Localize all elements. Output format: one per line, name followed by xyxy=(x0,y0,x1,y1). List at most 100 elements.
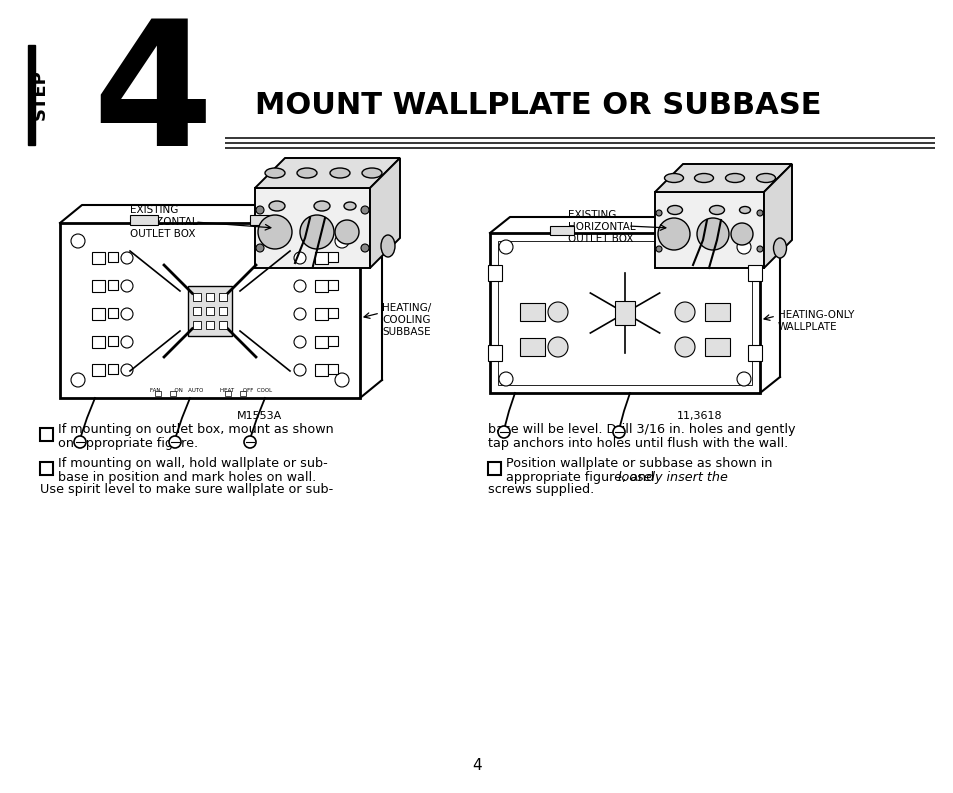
Circle shape xyxy=(257,215,292,249)
Circle shape xyxy=(360,244,369,252)
Circle shape xyxy=(656,210,661,216)
Circle shape xyxy=(74,436,86,448)
Bar xyxy=(250,215,277,225)
Bar xyxy=(328,280,337,290)
Circle shape xyxy=(547,302,567,322)
Text: OUTLET BOX: OUTLET BOX xyxy=(567,234,633,244)
Circle shape xyxy=(121,308,132,320)
Bar xyxy=(188,286,232,336)
Bar xyxy=(225,391,231,396)
Text: 4: 4 xyxy=(92,13,213,182)
Circle shape xyxy=(255,244,264,252)
Bar xyxy=(488,265,501,281)
Text: HORIZONTAL: HORIZONTAL xyxy=(567,222,635,232)
Bar xyxy=(497,241,751,385)
Bar xyxy=(108,364,118,374)
Text: 4: 4 xyxy=(472,757,481,772)
Circle shape xyxy=(294,364,306,376)
Bar xyxy=(704,303,729,321)
Text: base in position and mark holes on wall.: base in position and mark holes on wall. xyxy=(58,470,315,484)
Bar xyxy=(206,293,213,301)
Bar xyxy=(91,280,105,292)
Bar xyxy=(488,345,501,361)
Ellipse shape xyxy=(773,238,785,258)
Polygon shape xyxy=(370,158,399,268)
Text: MOUNT WALLPLATE OR SUBBASE: MOUNT WALLPLATE OR SUBBASE xyxy=(254,91,821,121)
Bar xyxy=(206,307,213,315)
Ellipse shape xyxy=(380,235,395,257)
Circle shape xyxy=(121,280,132,292)
Bar xyxy=(206,321,213,329)
Text: Use spirit level to make sure wallplate or sub-: Use spirit level to make sure wallplate … xyxy=(40,484,333,496)
Circle shape xyxy=(547,337,567,357)
Ellipse shape xyxy=(330,168,350,178)
Text: STEP: STEP xyxy=(30,70,49,121)
Bar xyxy=(108,252,118,262)
Circle shape xyxy=(169,436,181,448)
Text: M1553A: M1553A xyxy=(237,411,282,421)
Bar xyxy=(314,336,328,348)
Bar xyxy=(40,428,53,441)
Bar xyxy=(40,462,53,475)
Bar xyxy=(314,252,328,264)
Text: HORIZONTAL: HORIZONTAL xyxy=(130,217,197,227)
Bar xyxy=(108,280,118,290)
Bar xyxy=(219,293,227,301)
Ellipse shape xyxy=(694,174,713,182)
Circle shape xyxy=(737,372,750,386)
Bar xyxy=(219,307,227,315)
Text: WALLPLATE: WALLPLATE xyxy=(778,322,837,332)
Text: HEATING/: HEATING/ xyxy=(381,303,431,313)
Circle shape xyxy=(675,337,695,357)
Bar xyxy=(659,226,683,235)
Circle shape xyxy=(757,210,762,216)
Bar xyxy=(704,338,729,356)
Bar xyxy=(91,252,105,264)
Circle shape xyxy=(335,373,349,387)
Circle shape xyxy=(121,252,132,264)
Circle shape xyxy=(294,280,306,292)
Bar xyxy=(519,303,544,321)
Text: HEAT     OFF  COOL: HEAT OFF COOL xyxy=(220,388,272,393)
Text: HEATING-ONLY: HEATING-ONLY xyxy=(778,310,854,320)
Bar xyxy=(91,308,105,320)
Circle shape xyxy=(299,215,334,249)
Bar xyxy=(488,462,500,475)
Bar xyxy=(328,252,337,262)
Polygon shape xyxy=(655,192,763,268)
Bar xyxy=(314,280,328,292)
Ellipse shape xyxy=(667,205,681,214)
Circle shape xyxy=(71,373,85,387)
Text: 11,3618: 11,3618 xyxy=(677,411,722,421)
Bar xyxy=(91,364,105,376)
Bar xyxy=(170,391,175,396)
Bar xyxy=(615,301,635,325)
Bar xyxy=(193,307,201,315)
Polygon shape xyxy=(655,164,791,192)
Circle shape xyxy=(360,206,369,214)
Bar xyxy=(193,321,201,329)
Bar xyxy=(328,308,337,318)
Bar xyxy=(314,308,328,320)
Text: If mounting on wall, hold wallplate or sub-: If mounting on wall, hold wallplate or s… xyxy=(58,458,328,470)
Text: FAN        ON   AUTO: FAN ON AUTO xyxy=(150,388,203,393)
Circle shape xyxy=(757,246,762,252)
Bar xyxy=(747,345,761,361)
Circle shape xyxy=(121,364,132,376)
Ellipse shape xyxy=(314,201,330,211)
Bar xyxy=(219,321,227,329)
Bar xyxy=(328,336,337,346)
Ellipse shape xyxy=(756,174,775,182)
Ellipse shape xyxy=(269,201,285,211)
Circle shape xyxy=(335,234,349,248)
Polygon shape xyxy=(763,164,791,268)
Ellipse shape xyxy=(361,168,381,178)
Bar xyxy=(519,338,544,356)
Circle shape xyxy=(613,426,624,438)
Circle shape xyxy=(121,336,132,348)
Text: loosely insert the: loosely insert the xyxy=(618,470,727,484)
Text: base will be level. Drill 3/16 in. holes and gently: base will be level. Drill 3/16 in. holes… xyxy=(488,423,795,436)
Polygon shape xyxy=(490,233,760,393)
Circle shape xyxy=(294,308,306,320)
Text: OUTLET BOX: OUTLET BOX xyxy=(130,229,195,239)
